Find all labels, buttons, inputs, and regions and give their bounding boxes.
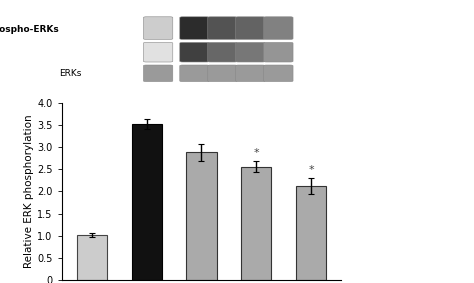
Bar <box>131 124 162 280</box>
FancyBboxPatch shape <box>264 42 293 62</box>
FancyBboxPatch shape <box>144 42 173 62</box>
FancyBboxPatch shape <box>144 17 173 39</box>
FancyBboxPatch shape <box>208 17 237 39</box>
FancyBboxPatch shape <box>180 42 209 62</box>
FancyBboxPatch shape <box>236 17 265 39</box>
FancyBboxPatch shape <box>144 65 173 82</box>
Bar <box>296 186 326 280</box>
Text: ERKs: ERKs <box>59 69 81 78</box>
Y-axis label: Relative ERK phosphorylation: Relative ERK phosphorylation <box>24 115 34 268</box>
FancyBboxPatch shape <box>264 65 293 82</box>
Text: *: * <box>254 148 259 158</box>
Bar <box>186 153 217 280</box>
FancyBboxPatch shape <box>264 17 293 39</box>
FancyBboxPatch shape <box>208 42 237 62</box>
Bar <box>241 167 271 280</box>
FancyBboxPatch shape <box>180 17 209 39</box>
FancyBboxPatch shape <box>236 42 265 62</box>
Bar <box>77 235 107 280</box>
Text: *: * <box>308 165 314 175</box>
FancyBboxPatch shape <box>208 65 237 82</box>
FancyBboxPatch shape <box>236 65 265 82</box>
FancyBboxPatch shape <box>180 65 209 82</box>
Text: Phospho-ERKs: Phospho-ERKs <box>0 25 59 34</box>
